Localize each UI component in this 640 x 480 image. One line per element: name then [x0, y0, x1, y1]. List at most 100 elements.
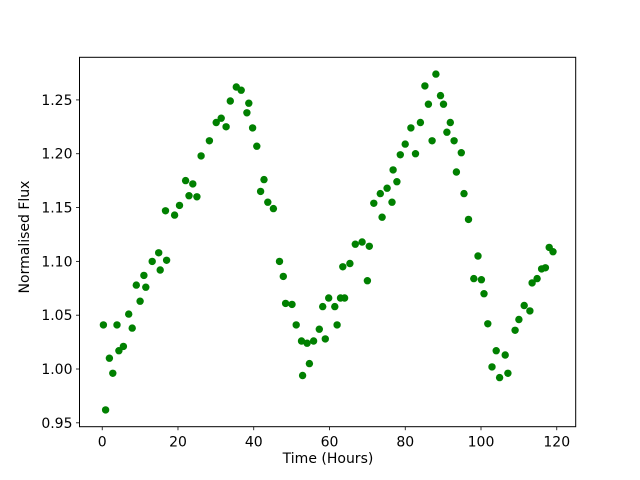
scatter-point	[358, 238, 366, 246]
scatter-point	[264, 198, 272, 206]
scatter-point	[432, 70, 440, 78]
scatter-point	[401, 140, 409, 148]
scatter-point	[450, 137, 458, 145]
scatter-point	[303, 339, 311, 347]
x-tick-label: 80	[396, 435, 414, 451]
scatter-point	[243, 109, 251, 117]
y-tick-label: 1.15	[41, 201, 72, 217]
scatter-point	[411, 150, 420, 158]
scatter-point	[140, 271, 148, 280]
scatter-point	[436, 91, 445, 100]
scatter-point	[155, 249, 163, 257]
y-tick-label: 1.00	[41, 362, 72, 378]
scatter-point	[292, 321, 300, 329]
x-tick-label: 20	[169, 435, 187, 451]
scatter-point	[416, 118, 425, 127]
scatter-point	[501, 351, 509, 359]
scatter-point	[383, 184, 391, 192]
scatter-point	[477, 276, 486, 284]
scatter-point	[119, 342, 128, 351]
scatter-point	[443, 128, 451, 136]
scatter-point	[298, 371, 307, 380]
scatter-point	[288, 300, 296, 309]
scatter-point	[488, 363, 496, 371]
scatter-point	[279, 272, 287, 281]
scatter-point	[457, 149, 465, 157]
y-tick-label: 1.05	[41, 308, 72, 324]
y-tick-label: 1.25	[41, 93, 72, 109]
scatter-point	[319, 302, 327, 311]
scatter-point	[269, 204, 278, 213]
scatter-point	[515, 315, 523, 324]
scatter-point	[526, 307, 534, 315]
scatter-point	[428, 137, 436, 145]
scatter-point	[460, 189, 468, 198]
scatter-point	[205, 137, 214, 145]
scatter-point	[424, 100, 433, 108]
scatter-point	[470, 274, 478, 283]
scatter-point	[136, 297, 144, 305]
scatter-point	[340, 294, 349, 302]
scatter-point	[99, 321, 108, 329]
scatter-point	[128, 324, 136, 332]
scatter-point	[464, 215, 473, 224]
scatter-point	[256, 187, 265, 196]
y-axis-label: Normalised Flux	[17, 180, 33, 294]
y-tick-label: 0.95	[41, 416, 72, 432]
scatter-point	[333, 321, 341, 329]
scatter-point	[193, 193, 201, 201]
x-tick-label: 40	[245, 435, 263, 451]
scatter-point	[185, 192, 193, 200]
scatter-point	[253, 142, 261, 150]
scatter-point	[125, 310, 133, 318]
scatter-point	[528, 279, 536, 287]
scatter-point	[533, 274, 541, 283]
scatter-point	[175, 201, 184, 210]
scatter-point	[222, 123, 230, 131]
scatter-point	[148, 257, 156, 266]
scatter-point	[170, 211, 179, 219]
scatter-point	[161, 207, 170, 215]
scatter-point	[325, 294, 333, 302]
scatter-point	[321, 335, 329, 343]
scatter-point	[109, 369, 117, 377]
scatter-point	[162, 256, 171, 264]
scatter-point	[376, 189, 384, 198]
y-tick-label: 1.20	[41, 147, 72, 163]
y-tick-label: 1.10	[41, 254, 72, 270]
scatter-point	[549, 248, 557, 256]
scatter-point	[309, 337, 318, 345]
scatter-point	[281, 299, 290, 308]
scatter-point	[245, 99, 253, 107]
scatter-point	[305, 359, 314, 368]
scatter-point	[339, 263, 347, 271]
scatter-point	[407, 124, 415, 132]
scatter-point	[181, 176, 190, 185]
x-tick-label: 120	[543, 435, 570, 451]
scatter-point	[495, 373, 504, 382]
scatter-point	[132, 281, 140, 289]
scatter-point	[370, 199, 378, 207]
scatter-point	[484, 320, 492, 328]
scatter-point	[142, 283, 150, 291]
scatter-point	[346, 259, 354, 268]
scatter-point	[189, 180, 197, 188]
scatter-point	[363, 277, 372, 285]
scatter-point	[389, 166, 397, 174]
scatter-point	[275, 257, 284, 266]
x-tick-label: 0	[98, 435, 107, 451]
scatter-point	[396, 151, 404, 159]
scatter-point	[331, 302, 339, 311]
scatter-point	[197, 152, 205, 160]
scatter-point	[452, 168, 461, 176]
scatter-point	[378, 213, 386, 221]
scatter-point	[212, 118, 220, 127]
scatter-point	[511, 326, 519, 334]
scatter-point	[351, 240, 359, 248]
x-axis-label: Time (Hours)	[282, 451, 374, 467]
x-tick-label: 60	[321, 435, 339, 451]
scatter-point	[217, 114, 225, 122]
scatter-point	[101, 406, 110, 414]
